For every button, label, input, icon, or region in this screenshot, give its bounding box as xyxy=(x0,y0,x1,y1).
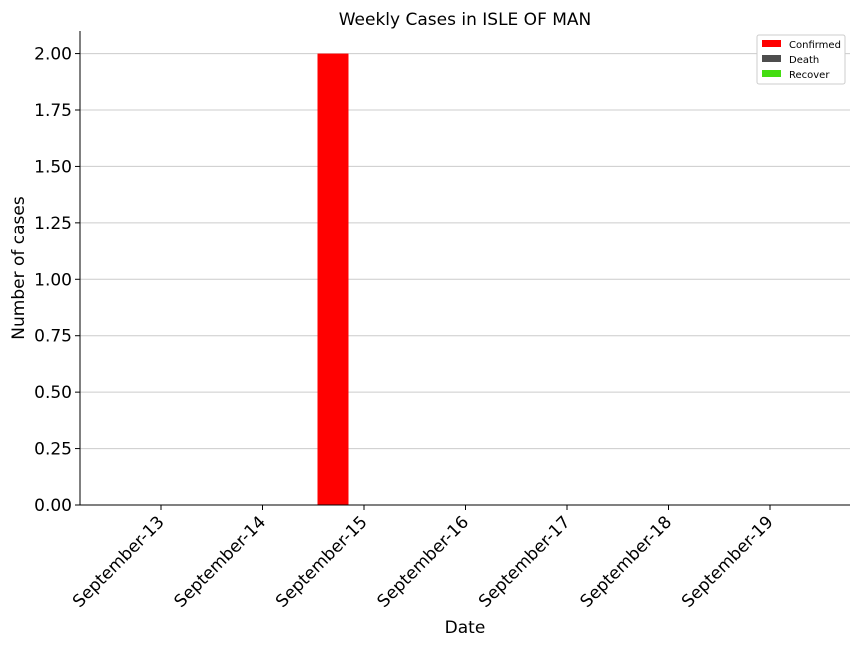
y-tick-label: 0.25 xyxy=(34,440,72,460)
x-tick-label: September-15 xyxy=(272,512,371,611)
x-tick-label: September-14 xyxy=(171,512,270,611)
legend-swatch-confirmed xyxy=(762,40,781,47)
gridlines xyxy=(80,53,850,506)
y-tick-label: 1.25 xyxy=(34,214,72,234)
y-tick-label: 1.50 xyxy=(34,157,72,177)
legend: Confirmed Death Recover xyxy=(756,34,846,85)
x-tick-label: September-17 xyxy=(475,512,574,611)
x-ticks: September-13 September-14 September-15 Sept… xyxy=(69,505,778,612)
y-tick-label: 0.00 xyxy=(34,496,72,516)
y-tick-label: 2.00 xyxy=(34,45,72,65)
x-tick-label: September-16 xyxy=(374,512,473,611)
y-tick-label: 1.00 xyxy=(34,270,72,290)
x-axis-label: Date xyxy=(445,618,486,638)
legend-label-recover: Recover xyxy=(789,70,830,81)
y-tick-label: 0.75 xyxy=(34,327,72,347)
y-axis-label: Number of cases xyxy=(9,196,29,340)
bar-confirmed xyxy=(317,53,349,505)
bars xyxy=(317,53,349,505)
chart-title: Weekly Cases in ISLE OF MAN xyxy=(339,10,592,30)
axes xyxy=(79,31,850,506)
legend-swatch-recover xyxy=(762,70,781,77)
legend-swatch-death xyxy=(762,55,781,62)
y-tick-label: 0.50 xyxy=(34,383,72,403)
y-tick-label: 1.75 xyxy=(34,101,72,121)
x-tick-label: September-18 xyxy=(577,512,676,611)
x-tick-label: September-19 xyxy=(678,512,777,611)
legend-label-death: Death xyxy=(789,55,819,66)
y-ticks: 0.00 0.25 0.50 0.75 1.00 1.25 1.50 1.75 2.00 xyxy=(34,45,80,516)
legend-label-confirmed: Confirmed xyxy=(789,40,841,51)
x-tick-label: September-13 xyxy=(69,512,168,611)
